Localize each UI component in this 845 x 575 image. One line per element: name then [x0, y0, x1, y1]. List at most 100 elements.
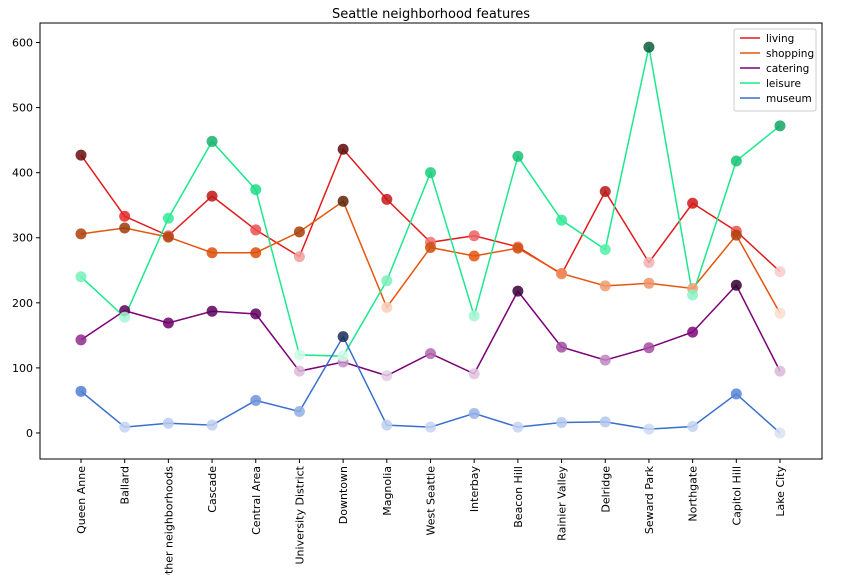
data-point-catering — [206, 305, 218, 317]
x-tick-label: Rainier Valley — [556, 466, 569, 541]
legend-label-living: living — [766, 33, 794, 45]
series-markers — [75, 41, 786, 439]
data-point-living — [599, 186, 611, 198]
data-point-living — [337, 143, 349, 155]
data-point-living — [75, 149, 87, 161]
data-point-leisure — [162, 212, 174, 224]
data-point-museum — [512, 421, 524, 433]
data-point-leisure — [119, 311, 131, 323]
data-point-museum — [250, 394, 262, 406]
x-tick-label: Magnolia — [381, 466, 394, 516]
x-tick-label: Seward Park — [643, 465, 656, 534]
data-point-shopping — [556, 268, 568, 280]
y-tick-label: 0 — [26, 427, 33, 440]
x-tick-label: Delridge — [599, 466, 612, 513]
data-point-museum — [162, 417, 174, 429]
x-tick-label: Beacon Hill — [512, 466, 525, 528]
data-point-leisure — [381, 275, 393, 287]
data-point-catering — [512, 285, 524, 297]
data-point-living — [381, 193, 393, 205]
data-point-leisure — [250, 184, 262, 196]
legend-box — [733, 28, 817, 112]
x-tick-label: Central Area — [250, 466, 263, 535]
x-tick-label: Ballard — [119, 466, 132, 504]
data-point-living — [206, 190, 218, 202]
y-tick-label: 100 — [12, 362, 33, 375]
data-point-leisure — [293, 349, 305, 361]
data-point-leisure — [556, 214, 568, 226]
data-point-leisure — [643, 41, 655, 53]
data-point-shopping — [337, 195, 349, 207]
y-tick-label: 200 — [12, 297, 33, 310]
data-point-catering — [425, 348, 436, 360]
data-point-museum — [687, 420, 699, 432]
legend: living shopping catering leisure museum — [733, 28, 817, 112]
data-point-shopping — [599, 280, 611, 292]
data-point-catering — [599, 354, 611, 366]
data-point-museum — [774, 427, 786, 439]
data-point-living — [293, 251, 305, 263]
x-tick-label: Interbay — [468, 466, 481, 513]
y-tick-label: 500 — [12, 102, 33, 115]
data-point-catering — [774, 365, 786, 377]
data-point-leisure — [599, 243, 611, 255]
data-point-shopping — [293, 226, 305, 238]
y-axis: 0 100 200 300 400 500 600 — [12, 37, 40, 440]
data-point-catering — [687, 326, 699, 338]
data-point-living — [774, 266, 786, 278]
data-point-leisure — [468, 310, 480, 322]
data-point-catering — [556, 341, 568, 353]
data-point-leisure — [75, 271, 87, 283]
data-point-leisure — [512, 150, 524, 162]
y-tick-label: 400 — [12, 167, 33, 180]
legend-label-museum: museum — [766, 93, 812, 105]
data-point-museum — [293, 405, 305, 417]
data-point-living — [119, 210, 131, 222]
data-point-shopping — [730, 229, 742, 241]
x-tick-label: Lake City — [774, 466, 787, 517]
data-point-museum — [599, 416, 611, 428]
data-point-museum — [337, 331, 349, 343]
legend-label-catering: catering — [766, 63, 809, 75]
data-point-shopping — [381, 301, 393, 313]
data-point-living — [687, 197, 699, 209]
y-tick-label: 600 — [12, 37, 33, 50]
x-tick-label: Other neighborhoods — [162, 466, 175, 575]
data-point-leisure — [425, 167, 436, 179]
x-tick-label: Northgate — [687, 466, 700, 522]
data-point-living — [250, 224, 262, 236]
data-point-shopping — [206, 247, 218, 259]
data-point-leisure — [337, 350, 349, 362]
series-line-catering — [80, 283, 781, 377]
data-point-leisure — [774, 120, 786, 132]
data-point-museum — [119, 421, 131, 433]
data-point-shopping — [774, 307, 786, 319]
data-point-living — [643, 256, 655, 268]
data-point-museum — [206, 419, 218, 431]
x-tick-label: West Seattle — [425, 466, 438, 536]
data-point-museum — [556, 417, 568, 429]
chart-title: Seattle neighborhood features — [332, 7, 530, 22]
legend-label-leisure: leisure — [766, 78, 801, 90]
data-point-shopping — [250, 247, 262, 259]
data-point-leisure — [206, 135, 218, 147]
x-tick-label: Capitol Hill — [730, 466, 743, 526]
data-point-shopping — [119, 222, 131, 234]
data-point-shopping — [75, 228, 87, 240]
x-tick-label: University District — [293, 465, 306, 564]
data-point-living — [468, 230, 480, 242]
data-point-museum — [381, 419, 393, 431]
legend-label-shopping: shopping — [766, 48, 814, 60]
x-axis: Queen Anne Ballard Other neighborhoods Casc… — [75, 459, 787, 575]
y-tick-label: 300 — [12, 232, 33, 245]
data-point-shopping — [425, 242, 436, 254]
data-point-catering — [162, 317, 174, 329]
data-point-catering — [75, 334, 87, 346]
data-point-shopping — [643, 277, 655, 289]
data-point-catering — [250, 308, 262, 320]
x-tick-label: Downtown — [337, 466, 350, 524]
data-point-catering — [293, 365, 305, 377]
x-tick-label: Queen Anne — [75, 466, 88, 534]
data-point-museum — [75, 385, 87, 397]
